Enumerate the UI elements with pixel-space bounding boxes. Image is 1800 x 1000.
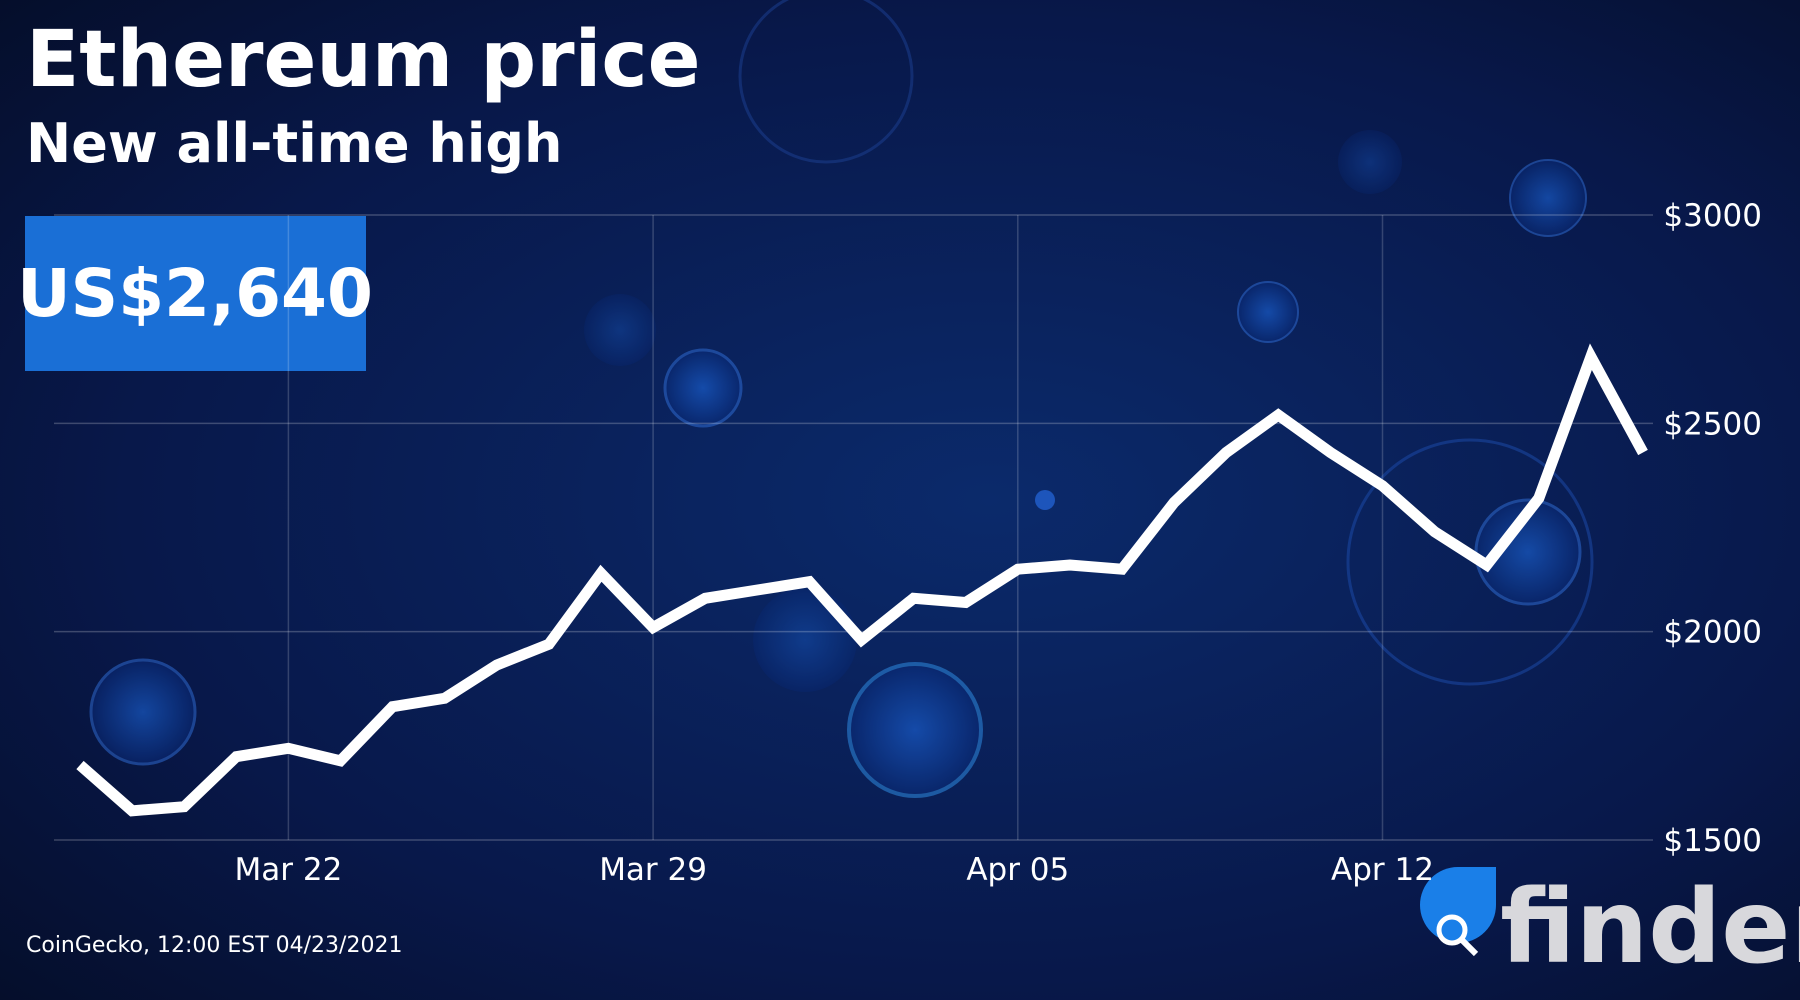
- x-tick-label: Mar 22: [235, 852, 343, 888]
- y-tick-label: $2000: [1663, 615, 1762, 651]
- chart-title: Ethereum price: [26, 15, 701, 105]
- logo: finder: [1420, 867, 1800, 987]
- plot-area: $1500 $2000 $2500 $3000 Mar 22 Mar 29 Apr 05 Ap…: [54, 198, 1762, 888]
- x-tick-label: Mar 29: [599, 852, 707, 888]
- logo-icon: [1436, 914, 1468, 946]
- x-tick-label: Apr 05: [966, 852, 1069, 888]
- chart-subtitle: New all-time high: [26, 112, 562, 175]
- y-tick-label: $3000: [1663, 198, 1762, 234]
- logo-icon: [1459, 937, 1479, 957]
- price-line: [76, 343, 1648, 817]
- y-tick-label: $2500: [1663, 406, 1762, 442]
- source-note: CoinGecko, 12:00 EST 04/23/2021: [26, 933, 402, 958]
- logo-text: finder: [1500, 868, 1800, 987]
- price-label: US$2,640: [17, 255, 373, 332]
- price-box: [25, 216, 366, 371]
- y-tick-label: $1500: [1663, 823, 1762, 859]
- x-tick-label: Apr 12: [1331, 852, 1434, 888]
